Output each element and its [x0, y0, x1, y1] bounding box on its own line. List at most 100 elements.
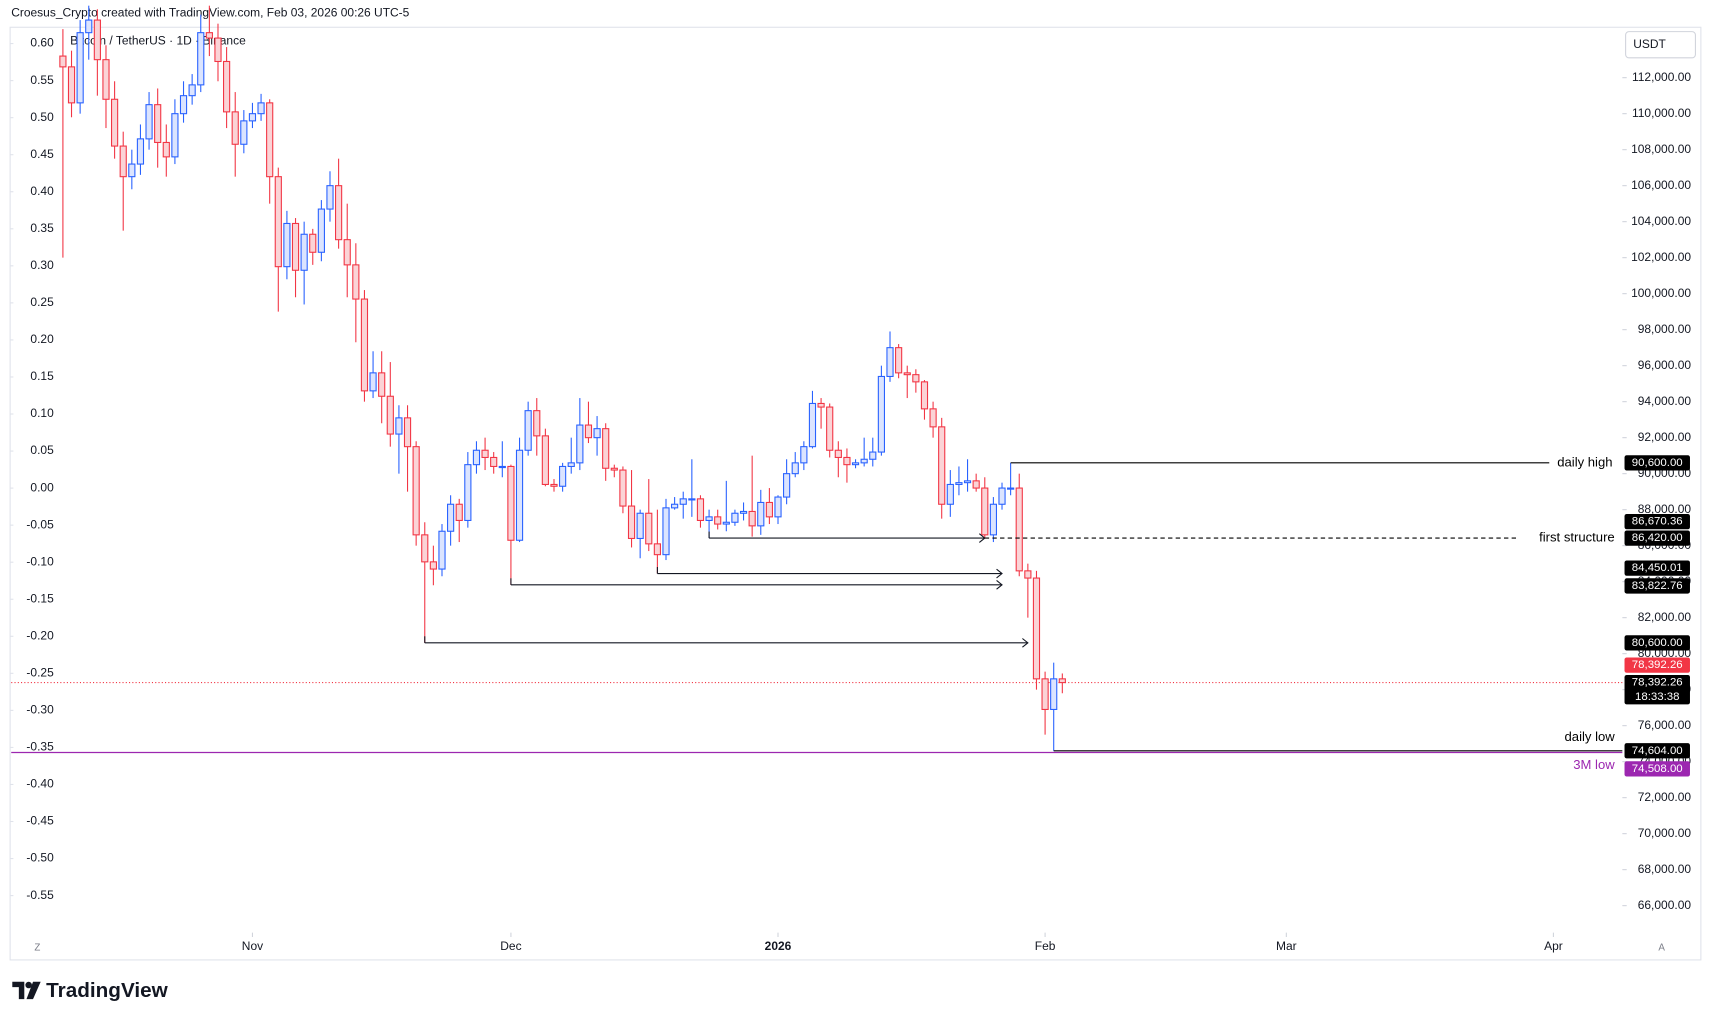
candle-body — [1015, 487, 1023, 572]
y2-tick-label: -0.35 — [26, 740, 54, 754]
y2-tick-label: 0.40 — [30, 184, 54, 198]
arrow-head — [996, 568, 1003, 579]
y-tick-label: 110,000.00 — [1632, 106, 1691, 120]
candle-body — [860, 458, 868, 464]
y-tick-label: 66,000.00 — [1638, 898, 1692, 912]
zoom-button[interactable]: Z — [34, 943, 40, 954]
candle-body — [602, 428, 610, 469]
candle-body — [343, 239, 351, 266]
candle-body — [110, 98, 119, 147]
y-tick-label: 96,000.00 — [1638, 358, 1692, 372]
y-tick-label: 88,000.00 — [1638, 502, 1692, 516]
candle-body — [386, 395, 394, 435]
candle-body — [653, 543, 661, 556]
candle-body — [627, 505, 636, 540]
y2-tick-label: 0.15 — [30, 369, 54, 383]
candle-body — [972, 480, 980, 489]
candle-body — [188, 84, 196, 97]
candle-body — [412, 446, 420, 536]
candle-body — [955, 482, 963, 486]
candle-body — [171, 113, 179, 158]
candle-body — [515, 449, 524, 541]
candle-body — [481, 449, 489, 459]
price-tag-label: 83,822.76 — [1632, 580, 1683, 592]
candle-body — [1024, 570, 1032, 579]
candle-body — [1007, 487, 1015, 490]
logo-part — [12, 981, 25, 1000]
brand: TradingView — [46, 979, 169, 1002]
y-tick-label: 106,000.00 — [1631, 178, 1691, 192]
candle-body — [266, 102, 274, 178]
y2-tick-label: 0.55 — [30, 73, 54, 87]
price-tag — [1624, 761, 1690, 777]
candle-body — [550, 483, 558, 487]
level-label: 3M low — [1573, 757, 1615, 772]
candle-body — [524, 410, 532, 451]
y2-tick-label: -0.25 — [26, 666, 54, 680]
candle-body — [59, 55, 67, 68]
y2-tick-label: -0.45 — [26, 814, 54, 828]
candle-body — [619, 469, 627, 507]
candle-body — [567, 462, 575, 468]
price-tag-label: 86,420.00 — [1632, 532, 1683, 544]
candle-body — [981, 487, 989, 536]
last-price-label: 78,392.26 — [1632, 677, 1683, 689]
candle-body — [783, 473, 791, 498]
price-tag — [1624, 530, 1690, 546]
candle-body — [326, 185, 334, 210]
candle-body — [920, 381, 929, 410]
price-tag — [1624, 578, 1690, 594]
candle-body — [119, 145, 127, 178]
candle-body — [929, 408, 937, 428]
candle-body — [395, 417, 403, 435]
candle-body — [671, 503, 679, 509]
logo-part — [25, 981, 32, 989]
candle-body — [610, 467, 618, 471]
y2-tick-label: 0.30 — [30, 258, 54, 272]
candle-body — [1041, 678, 1049, 710]
candle-body — [989, 503, 997, 536]
auto-scale-button[interactable]: A — [1658, 943, 1665, 954]
y2-tick-label: 0.20 — [30, 332, 54, 346]
candle-body — [800, 446, 808, 464]
price-tag — [1624, 560, 1690, 576]
y-tick-label: 112,000.00 — [1632, 70, 1691, 84]
y-tick-label: 72,000.00 — [1638, 790, 1692, 804]
y-tick-label: 92,000.00 — [1638, 430, 1692, 444]
candle-body — [679, 498, 687, 505]
candle-body — [1058, 678, 1066, 684]
last-price-tag-label: 78,392.26 — [1632, 659, 1683, 671]
y2-tick-label: 0.10 — [30, 406, 54, 420]
brand-logo — [12, 981, 41, 1000]
price-tag-label: 74,508.00 — [1632, 763, 1683, 775]
candle-body — [136, 138, 145, 165]
candle-body — [490, 456, 498, 468]
candle-body — [584, 424, 593, 439]
x-tick-label: Mar — [1276, 939, 1297, 953]
currency-box[interactable] — [1625, 31, 1696, 59]
candle-body — [179, 95, 188, 115]
candle-body — [231, 111, 239, 145]
candle-body — [76, 32, 84, 104]
y-tick-label: 68,000.00 — [1638, 862, 1692, 876]
candle-body — [248, 113, 257, 122]
arrow-head — [996, 580, 1003, 590]
candle-body — [309, 233, 317, 253]
y-tick-label: 70,000.00 — [1638, 826, 1692, 840]
candle-body — [757, 501, 765, 527]
level-label: daily high — [1557, 454, 1612, 469]
currency[interactable]: USDT — [1633, 37, 1666, 51]
candle-body — [438, 530, 446, 570]
candle-body — [335, 185, 343, 241]
candle-body — [817, 402, 825, 408]
candle-body — [541, 435, 549, 486]
y2-tick-label: 0.50 — [30, 110, 54, 124]
price-tag-label: 90,600.00 — [1632, 457, 1683, 469]
candle-body — [214, 37, 222, 63]
candle-body — [593, 428, 601, 439]
x-tick-label: Dec — [500, 939, 521, 953]
x-tick-label: Feb — [1035, 939, 1056, 953]
candle-body — [352, 264, 360, 300]
last-price-box — [1624, 674, 1690, 705]
